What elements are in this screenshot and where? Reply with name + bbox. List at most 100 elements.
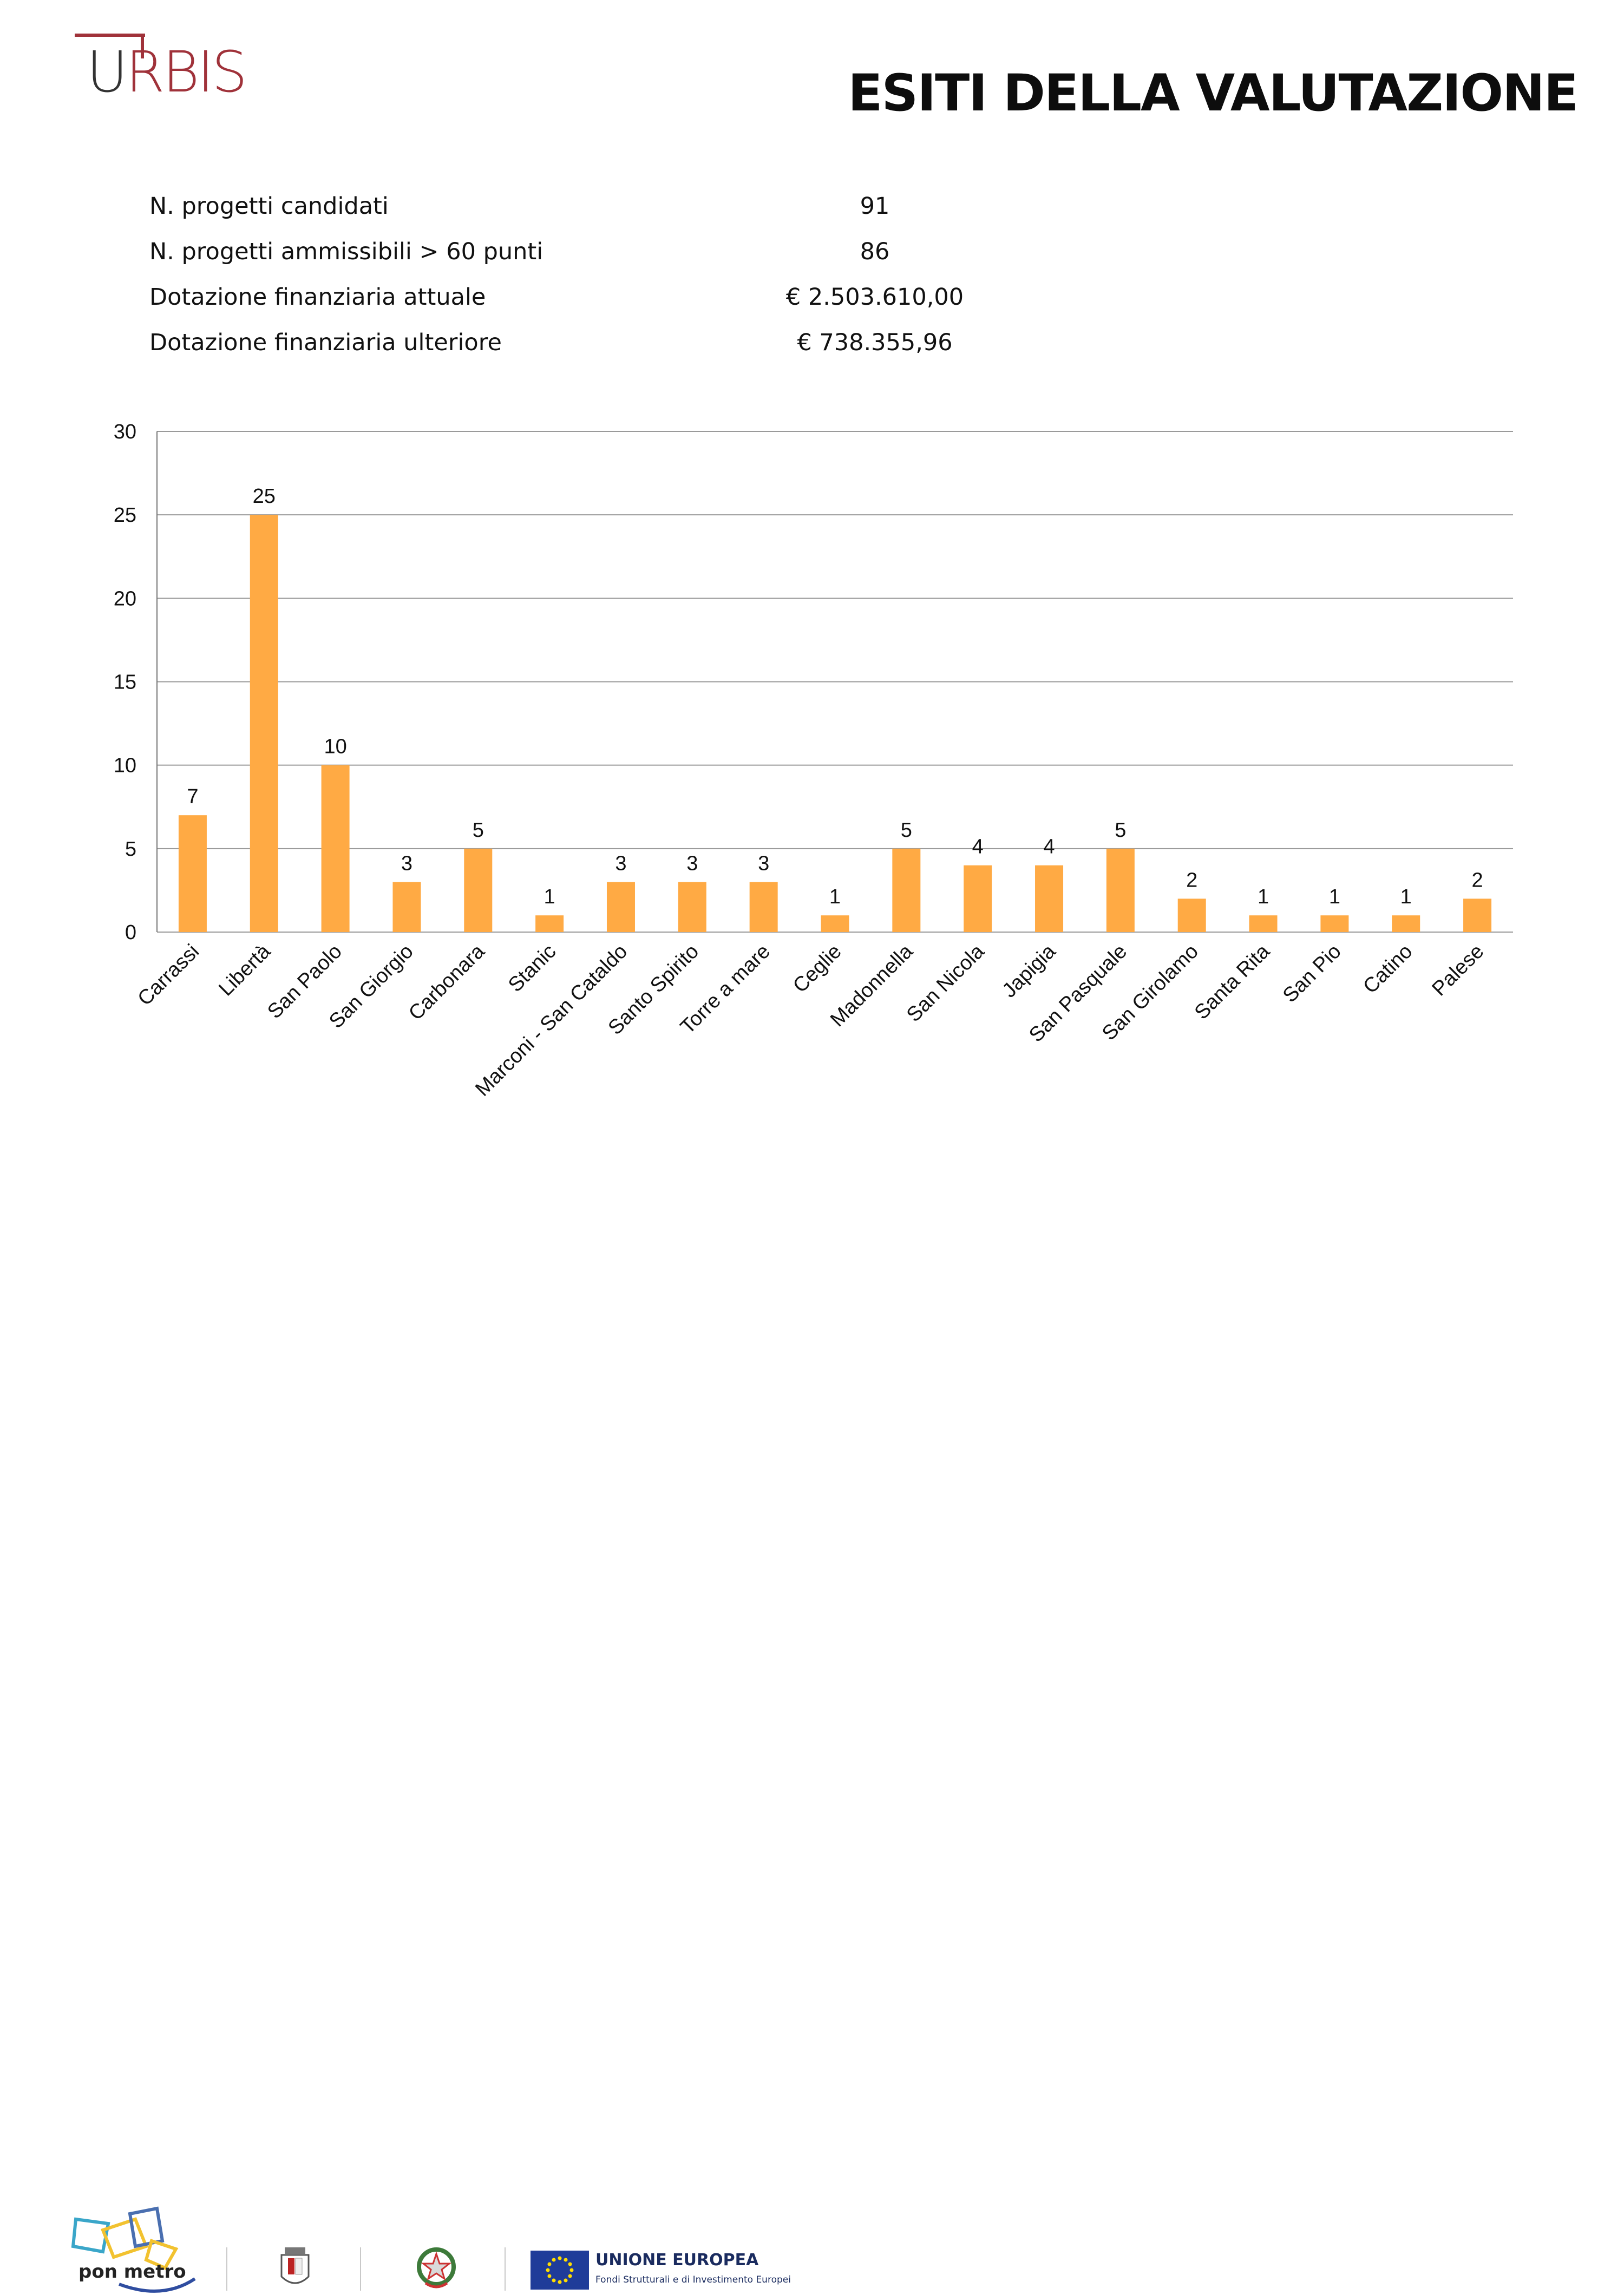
eu-star (547, 2274, 552, 2278)
summary-value: 91 (860, 193, 890, 220)
x-tick-label: Japigia (998, 940, 1060, 1002)
x-tick-label: Catino (1359, 940, 1417, 998)
summary-table: N. progetti candidati 91 N. progetti amm… (149, 193, 994, 375)
summary-row-candidati: N. progetti candidati 91 (149, 193, 994, 238)
y-tick-label: 10 (114, 755, 136, 777)
chart-data-labels: 7 25 10 3 5 1 3 3 3 1 5 4 4 5 2 1 1 1 2 (187, 485, 1483, 908)
x-tick-label: Carbonara (404, 940, 489, 1025)
x-tick-label: Ceglie (789, 940, 846, 998)
summary-value: € 2.503.610,00 (785, 284, 964, 311)
logo-wordmark: URBIS (87, 39, 247, 105)
eu-stars-icon (546, 2256, 574, 2284)
x-tick-label: Carrassi (134, 940, 204, 1011)
data-label: 5 (901, 819, 912, 842)
y-tick-label: 20 (114, 587, 136, 610)
x-tick-label: Palese (1428, 940, 1489, 1001)
y-tick-label: 0 (125, 921, 136, 944)
bar (321, 765, 350, 932)
eu-subtitle: Fondi Strutturali e di Investimento Euro… (595, 2274, 791, 2285)
data-label: 3 (615, 853, 626, 875)
eu-star (552, 2258, 556, 2262)
x-tick-label: Stanic (504, 940, 560, 996)
eu-star (569, 2268, 574, 2272)
eu-star (568, 2262, 572, 2266)
bar (535, 915, 564, 932)
bar (1106, 848, 1135, 932)
eu-title: UNIONE EUROPEA (595, 2251, 759, 2270)
eu-star (558, 2280, 562, 2284)
data-label: 1 (544, 886, 555, 908)
bar (178, 815, 207, 932)
eu-star (558, 2256, 562, 2260)
summary-row-dotazione-ulteriore: Dotazione finanziaria ulteriore € 738.35… (149, 329, 994, 375)
bar (1035, 865, 1064, 932)
data-label: 1 (1400, 886, 1412, 908)
footer-divider (226, 2247, 227, 2291)
comune-di-bari-crest (280, 2247, 310, 2284)
data-label: 2 (1186, 869, 1197, 891)
footer-divider (360, 2247, 361, 2291)
bar (1249, 915, 1278, 932)
y-tick-label: 15 (114, 671, 136, 694)
bar (678, 882, 706, 932)
data-label: 5 (473, 819, 484, 842)
urbis-logo: URBIS (70, 28, 265, 109)
eu-star (564, 2258, 568, 2262)
summary-label: Dotazione finanziaria ulteriore (149, 329, 502, 356)
bar (464, 848, 493, 932)
bar (821, 915, 849, 932)
chart-bars (178, 515, 1492, 932)
italian-republic-emblem (417, 2247, 456, 2289)
footer-logos: pon metro UNIONE EUROPEA Fondi Struttura… (0, 1104, 1624, 2293)
footer-divider (505, 2247, 506, 2291)
data-label: 25 (253, 485, 276, 508)
summary-value: 86 (860, 238, 890, 265)
bar (892, 848, 921, 932)
y-tick-label: 30 (114, 421, 136, 443)
data-label: 1 (829, 886, 841, 908)
eu-flag-icon (531, 2251, 589, 2290)
data-label: 3 (686, 853, 698, 875)
summary-label: N. progetti ammissibili > 60 punti (149, 238, 543, 265)
data-label: 1 (1258, 886, 1269, 908)
chart-axes: 0 5 10 15 20 25 30 (114, 421, 158, 944)
summary-value: € 738.355,96 (797, 329, 953, 356)
y-tick-label: 5 (125, 838, 136, 861)
logo-tick (141, 34, 144, 58)
y-tick-label: 25 (114, 504, 136, 527)
x-tick-label: Libertà (214, 940, 275, 1000)
summary-label: Dotazione finanziaria attuale (149, 284, 486, 311)
bar (1177, 899, 1206, 932)
summary-label: N. progetti candidati (149, 193, 389, 220)
x-tick-label: San Pio (1279, 940, 1346, 1007)
bar (606, 882, 635, 932)
bar (749, 882, 778, 932)
data-label: 2 (1472, 869, 1483, 891)
eu-star (547, 2262, 552, 2266)
bar (250, 515, 278, 932)
logo-overline (75, 34, 145, 37)
data-label: 7 (187, 785, 198, 808)
eu-star (552, 2278, 556, 2283)
bar (392, 882, 421, 932)
bar (964, 865, 992, 932)
eu-star (564, 2278, 568, 2283)
x-tick-label: Santa Rita (1190, 940, 1275, 1024)
data-label: 1 (1329, 886, 1340, 908)
page-title: ESITI DELLA VALUTAZIONE (848, 64, 1579, 123)
data-label: 10 (324, 736, 346, 758)
data-label: 3 (758, 853, 769, 875)
x-tick-label: San Nicola (902, 940, 989, 1026)
data-label: 3 (401, 853, 412, 875)
eu-star (568, 2274, 572, 2278)
chart-grid (157, 431, 1513, 933)
data-label: 4 (972, 836, 984, 858)
bar (1392, 915, 1420, 932)
bar (1463, 899, 1492, 932)
summary-row-dotazione-attuale: Dotazione finanziaria attuale € 2.503.61… (149, 284, 994, 329)
eu-star (546, 2268, 550, 2272)
bar (1320, 915, 1349, 932)
data-label: 5 (1115, 819, 1126, 842)
